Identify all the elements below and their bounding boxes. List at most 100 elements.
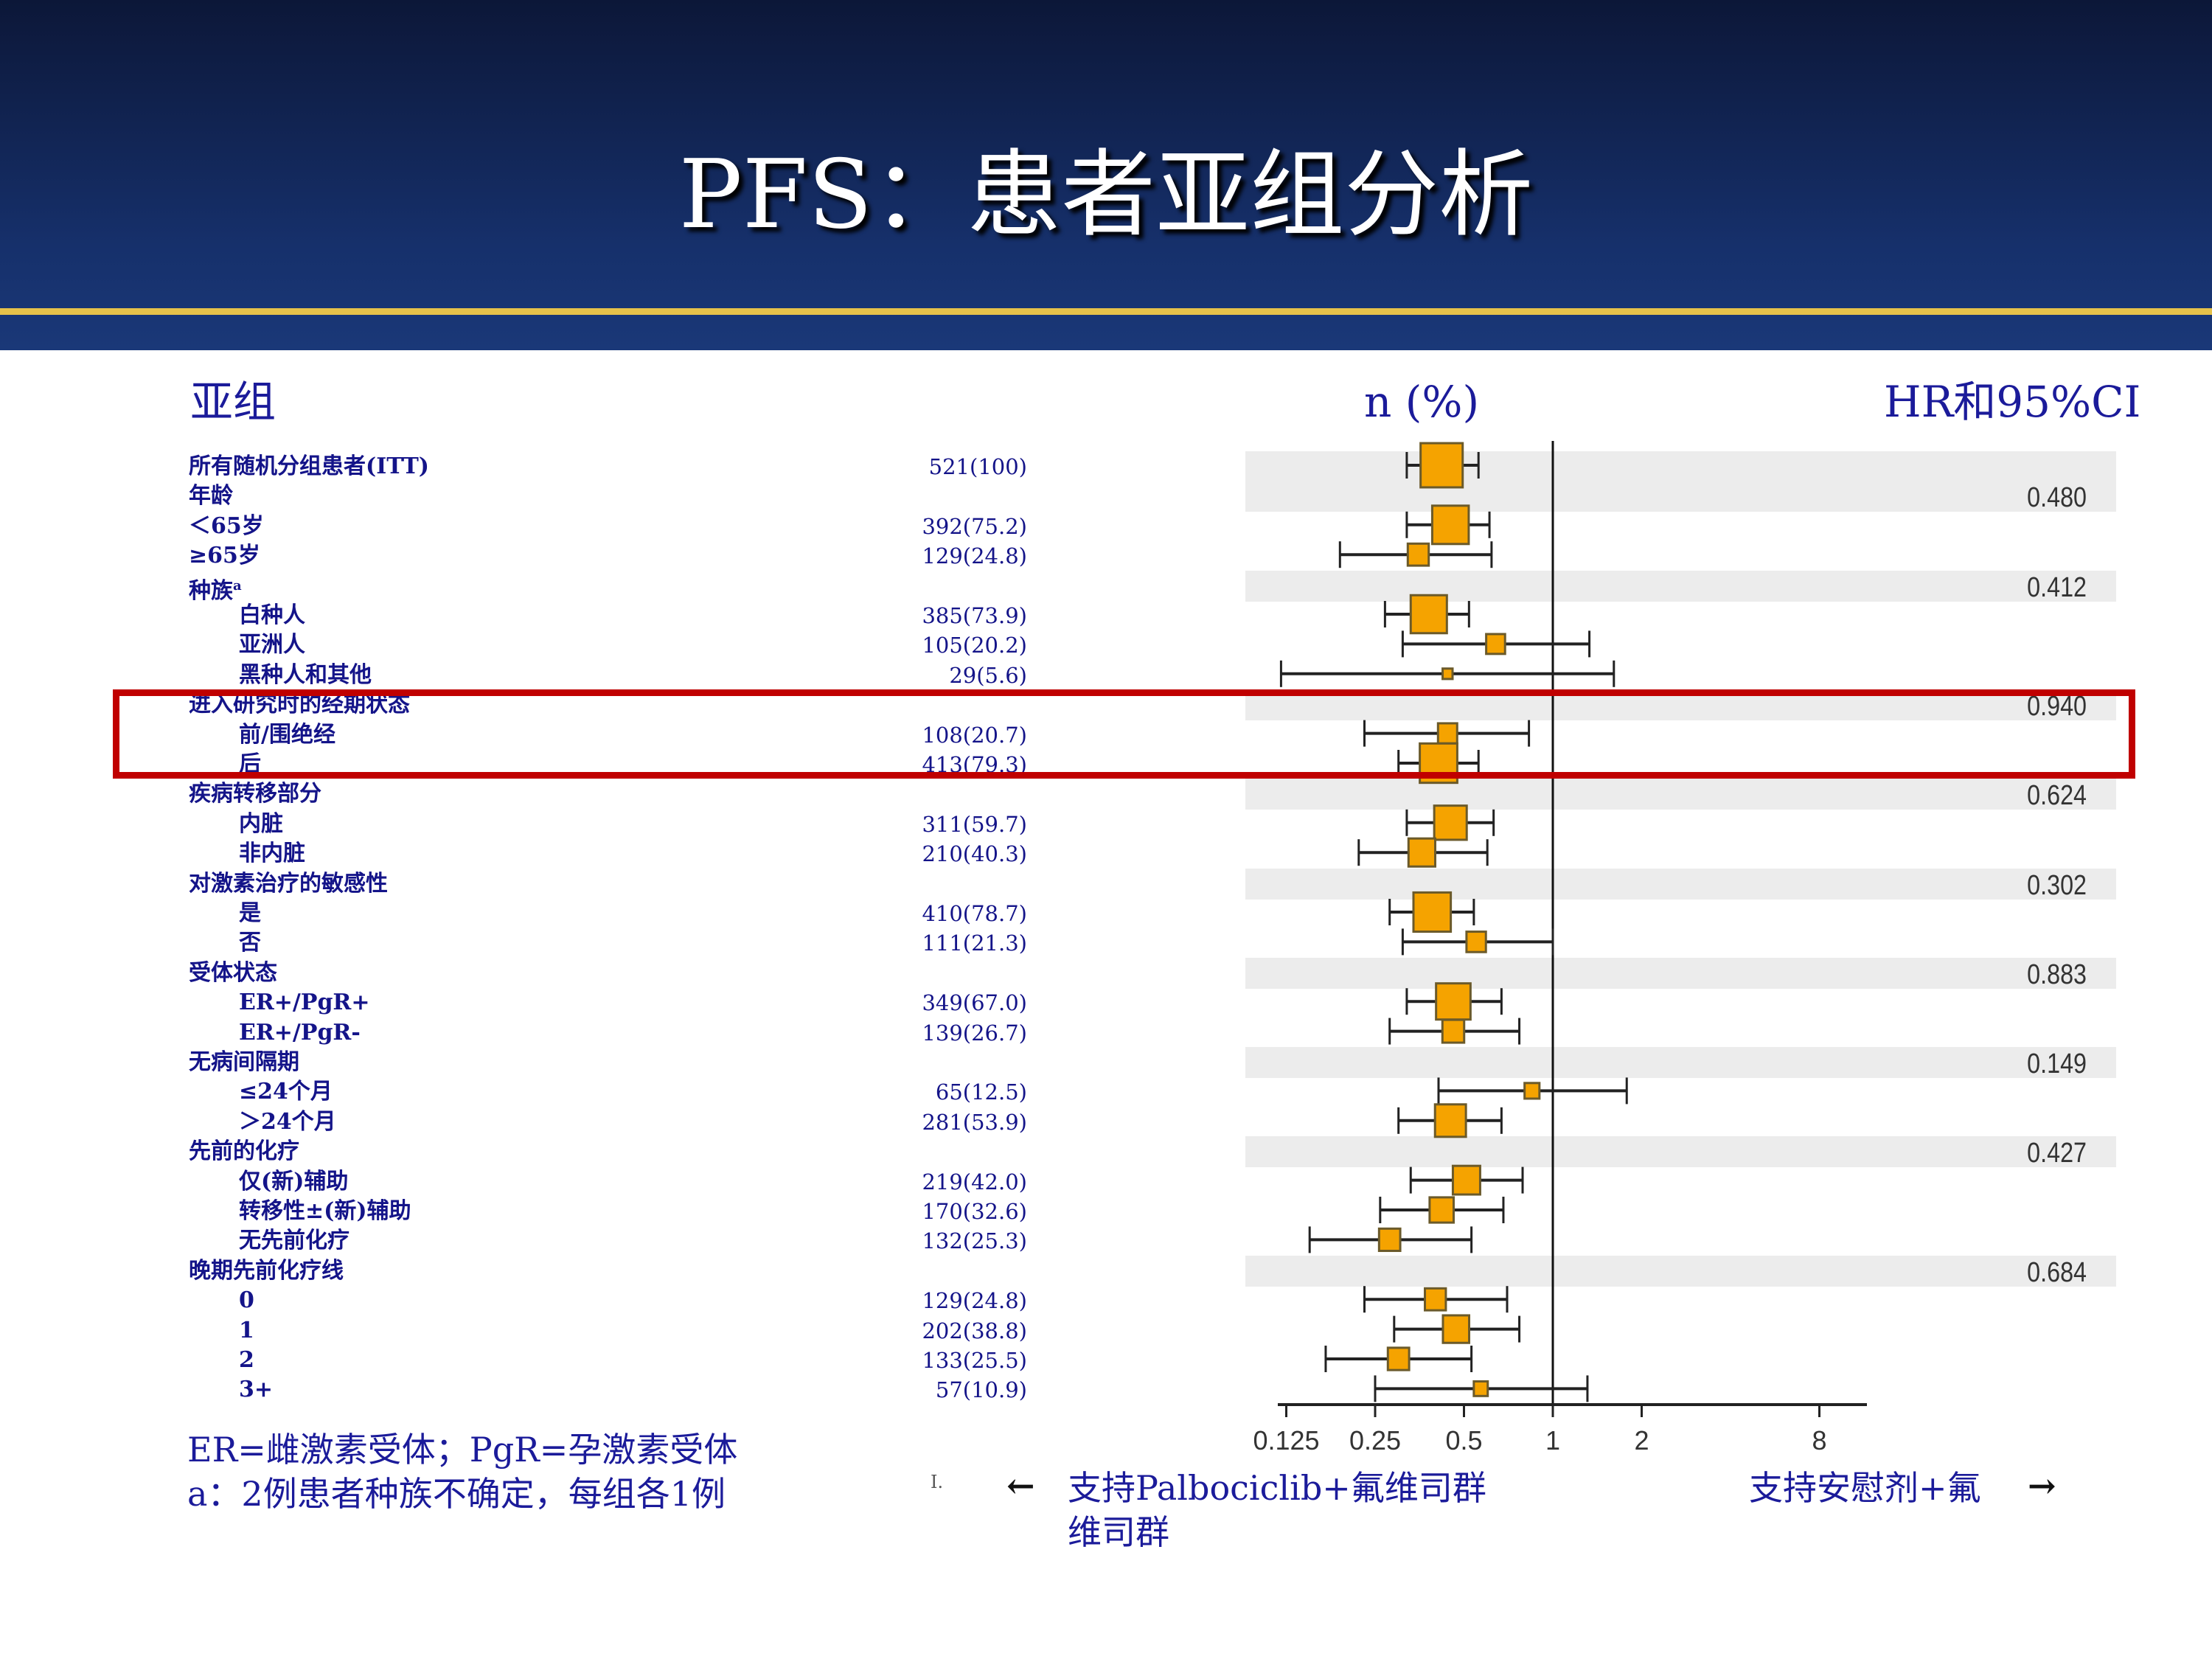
x-tick-label: 0.5 xyxy=(1445,1425,1482,1455)
label-text: 仅(新)辅助 xyxy=(239,1168,349,1194)
favors-placebo-label: 支持安慰剂+氟 xyxy=(1749,1468,1981,1508)
row-band xyxy=(1245,481,2116,512)
group-label: 疾病转移部分 xyxy=(189,779,321,809)
label-text: 亚洲人 xyxy=(239,632,305,658)
subgroup-label: 亚洲人 xyxy=(239,630,305,660)
favors-palbociclib-label: 支持Palbociclib+氟维司群 xyxy=(1068,1468,1486,1508)
subgroup-label: 白种人 xyxy=(239,601,305,630)
hr-point-box xyxy=(1419,442,1464,489)
row-band xyxy=(1245,570,2116,602)
subgroup-label: ≤24个月 xyxy=(239,1077,333,1107)
label-text: 黑种人和其他 xyxy=(239,661,372,688)
n-percent: 129(24.8) xyxy=(922,543,1027,569)
hr-point-box xyxy=(1485,633,1506,655)
hr-point-box xyxy=(1435,982,1472,1021)
label-text: 种族 xyxy=(189,577,233,604)
subgroup-label: 所有随机分组患者(ITT) xyxy=(189,452,429,481)
label-text: ＜65岁 xyxy=(189,512,264,539)
hr-point-box xyxy=(1377,1227,1402,1252)
subgroup-label: ≥65岁 xyxy=(189,541,260,571)
label-text: 非内脏 xyxy=(239,841,305,867)
interaction-p-value: 0.149 xyxy=(2027,1048,2087,1079)
subgroup-label: 3+ xyxy=(239,1375,273,1405)
n-percent: 219(42.0) xyxy=(922,1169,1027,1194)
label-text: ≥65岁 xyxy=(189,543,260,569)
stray-mark: I. xyxy=(931,1472,944,1492)
label-text: 2 xyxy=(239,1347,254,1373)
subgroup-label: 黑种人和其他 xyxy=(239,661,372,690)
hr-point-box xyxy=(1433,804,1468,841)
hr-point-box xyxy=(1386,1346,1411,1371)
hr-point-box xyxy=(1465,931,1487,953)
label-text: 1 xyxy=(239,1317,254,1343)
n-percent: 349(67.0) xyxy=(922,990,1027,1016)
subgroup-label: ER+/PgR+ xyxy=(239,988,370,1018)
x-tick-label: 8 xyxy=(1812,1425,1826,1455)
x-tick-label: 0.25 xyxy=(1349,1425,1401,1455)
label-text: 晚期先前化疗线 xyxy=(189,1257,344,1284)
n-column-header: n (%) xyxy=(1364,377,1480,427)
favors-palbociclib-label-wrap: 维司群 xyxy=(1068,1512,1169,1552)
label-text: ≤24个月 xyxy=(239,1079,333,1105)
hr-point-box xyxy=(1407,837,1437,868)
label-text: ＞24个月 xyxy=(239,1108,336,1135)
hr-point-box xyxy=(1409,594,1448,635)
subgroup-label: 是 xyxy=(239,899,261,928)
label-text: 3+ xyxy=(239,1377,274,1403)
row-band xyxy=(1245,451,2116,482)
hr-point-box xyxy=(1433,1103,1467,1138)
hr-column-header: HR和95%CI xyxy=(1884,377,2141,427)
row-band xyxy=(1245,1255,2116,1287)
label-text: 无病间隔期 xyxy=(189,1049,299,1075)
group-label: 无病间隔期 xyxy=(189,1048,299,1077)
n-percent: 202(38.8) xyxy=(922,1318,1027,1343)
n-percent: 281(53.9) xyxy=(922,1109,1027,1135)
n-percent: 29(5.6) xyxy=(949,662,1027,688)
group-label: 种族a xyxy=(189,571,242,606)
subgroup-label: ＞24个月 xyxy=(239,1107,336,1137)
n-percent: 311(59.7) xyxy=(922,811,1027,837)
x-tick-label: 1 xyxy=(1545,1425,1560,1455)
label-text: 白种人 xyxy=(239,602,305,628)
subgroup-column-header: 亚组 xyxy=(190,377,276,427)
subgroup-label: 0 xyxy=(239,1286,254,1315)
hr-point-box xyxy=(1441,1314,1471,1344)
hr-point-box xyxy=(1428,1196,1455,1224)
right-arrow-icon: → xyxy=(2028,1466,2056,1506)
n-percent: 133(25.5) xyxy=(922,1348,1027,1373)
x-tick-label: 0.125 xyxy=(1253,1425,1319,1455)
label-text: 转移性±(新)辅助 xyxy=(239,1198,411,1224)
label-text: 否 xyxy=(239,930,261,956)
footnote-abbreviations: ER=雌激素受体；PgR=孕激素受体 xyxy=(187,1430,738,1470)
footnote-marker: a xyxy=(233,577,242,594)
label-text: ER+/PgR- xyxy=(239,1019,361,1046)
label-text: 是 xyxy=(239,900,261,926)
hr-point-box xyxy=(1451,1164,1481,1196)
slide-title: PFS：患者亚组分析 xyxy=(678,140,1534,250)
n-percent: 111(21.3) xyxy=(922,931,1027,956)
interaction-p-value: 0.302 xyxy=(2027,869,2087,901)
n-percent: 521(100) xyxy=(928,454,1027,479)
interaction-p-value: 0.412 xyxy=(2027,571,2087,603)
n-percent: 392(75.2) xyxy=(922,513,1027,539)
hr-point-box xyxy=(1412,891,1453,933)
hr-point-box xyxy=(1441,1018,1466,1044)
subgroup-label: 1 xyxy=(239,1316,254,1346)
label-text: 年龄 xyxy=(189,483,233,509)
footnote-race: a：2例患者种族不确定，每组各1例 xyxy=(187,1474,726,1514)
n-percent: 139(26.7) xyxy=(922,1020,1027,1046)
label-text: 先前的化疗 xyxy=(189,1138,299,1165)
interaction-p-value: 0.940 xyxy=(2027,691,2087,723)
title-banner xyxy=(0,0,2212,350)
label-text: 所有随机分组患者(ITT) xyxy=(189,453,430,479)
group-label: 先前的化疗 xyxy=(189,1137,299,1166)
subgroup-label: 无先前化疗 xyxy=(239,1226,349,1256)
interaction-p-value: 0.684 xyxy=(2027,1256,2087,1288)
hr-point-box xyxy=(1523,1082,1541,1100)
label-text: 无先前化疗 xyxy=(239,1228,349,1254)
interaction-p-value: 0.883 xyxy=(2027,959,2087,990)
label-text: 疾病转移部分 xyxy=(189,781,321,807)
n-percent: 170(32.6) xyxy=(922,1199,1027,1224)
label-text: 内脏 xyxy=(239,810,283,837)
